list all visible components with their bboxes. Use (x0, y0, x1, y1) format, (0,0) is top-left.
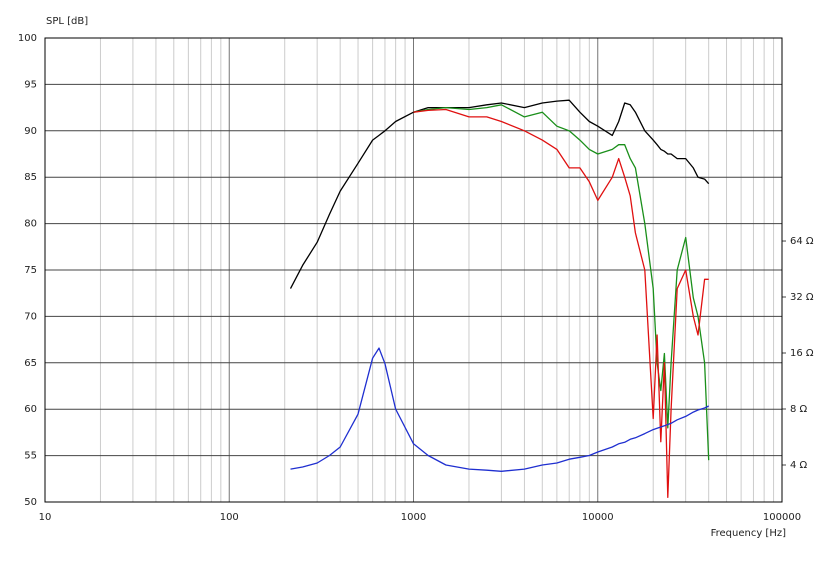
x-axis-label: Frequency [Hz] (711, 528, 787, 539)
y-tick-label: 75 (24, 265, 37, 276)
y2-tick-label: 64 Ω (790, 236, 814, 247)
y-tick-label: 60 (24, 404, 37, 415)
x-tick-label: 10 (39, 512, 52, 523)
y-tick-label: 90 (24, 126, 37, 137)
x-tick-label: 100000 (763, 512, 801, 523)
y-tick-label: 50 (24, 497, 37, 508)
y2-tick-label: 32 Ω (790, 292, 814, 303)
x-tick-label: 10000 (582, 512, 614, 523)
y-axis-label: SPL [dB] (46, 16, 88, 27)
x-tick-label: 1000 (401, 512, 426, 523)
plot-border (44, 37, 783, 503)
y-tick-label: 55 (24, 451, 37, 462)
y-tick-label: 80 (24, 219, 37, 230)
y-tick-label: 95 (24, 79, 37, 90)
y2-tick-label: 4 Ω (790, 460, 808, 471)
series-line (413, 108, 709, 499)
x-tick-label: 100 (220, 512, 239, 523)
series-line (290, 347, 709, 472)
series-line (413, 104, 710, 461)
y2-tick-label: 16 Ω (790, 348, 814, 359)
y-tick-label: 85 (24, 172, 37, 183)
y-tick-label: 65 (24, 358, 37, 369)
series-line (289, 99, 710, 289)
y-tick-label: 70 (24, 311, 37, 322)
y2-tick-label: 8 Ω (790, 404, 808, 415)
y-tick-label: 100 (18, 33, 37, 44)
